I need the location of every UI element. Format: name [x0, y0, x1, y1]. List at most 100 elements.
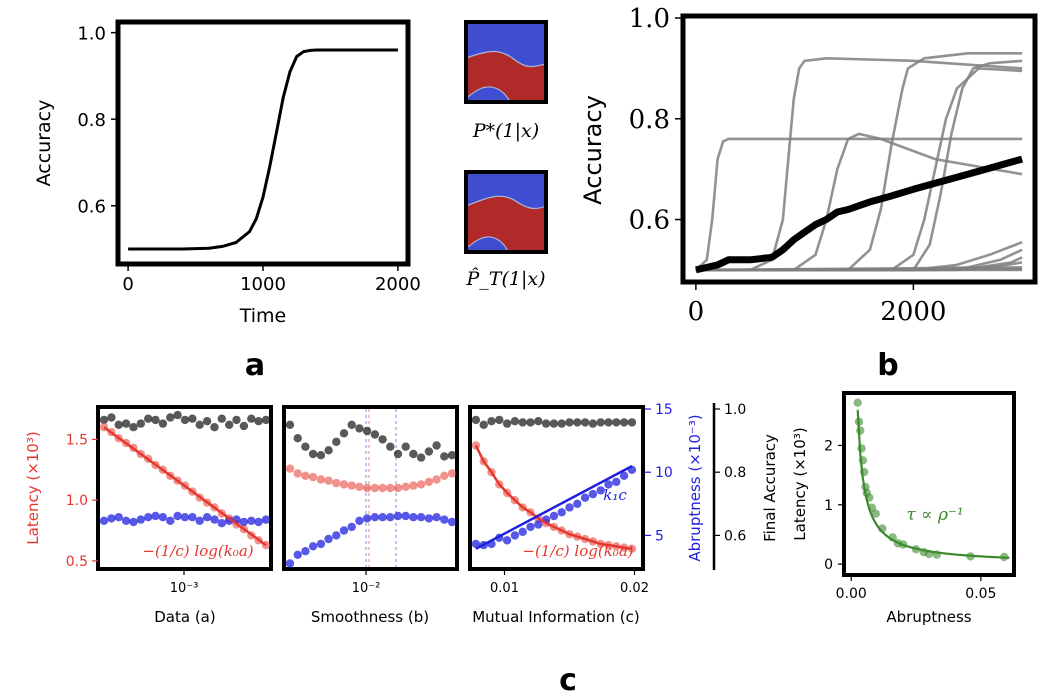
panel-c2-blue-point-11	[370, 513, 380, 522]
panel-c2-black-point-18	[424, 447, 434, 456]
panel-a-frame	[115, 19, 411, 267]
panel-b-mean-curve	[695, 155, 1024, 274]
panel-c2-red-point-12	[378, 483, 387, 493]
panel-c4-fit-label: τ ∝ ρ⁻¹	[906, 505, 964, 525]
panel-c1-black-point-22	[261, 415, 271, 425]
panel-c1-blue-point-22	[261, 515, 271, 524]
panel-c3-red-point-0	[471, 441, 481, 450]
panel-c2-black-point-20	[440, 452, 449, 461]
panel-c3-blue-point-15	[588, 489, 598, 499]
panel-c2-xtick-label: 10⁻²	[352, 581, 381, 596]
panel-b-ytick-label-1: 0.8	[629, 105, 670, 135]
panel-c3-right2-tick-label-0: 0.6	[724, 528, 746, 544]
panel-c1-black-point-4	[129, 423, 138, 432]
panel-c2-black-point-2	[301, 442, 310, 451]
panel-c3-xtick-label-1: 0.02	[620, 581, 649, 596]
panel-c1-black-point-20	[247, 414, 256, 423]
panel-c3-blue-point-0	[471, 539, 481, 549]
panel-c: 10⁻³0.51.01.510⁻² 0.01 0.02510150.60.81.00…	[24, 391, 1016, 698]
panel-c1-blue-point-20	[247, 516, 256, 525]
panel-c2-red-point-6	[332, 478, 341, 488]
panel-c3-black-point-13	[573, 418, 582, 427]
panel-c1-black-point-0	[99, 415, 109, 425]
panel-c1-blue-point-3	[121, 516, 131, 525]
panel-c1-blue-point-14	[202, 513, 212, 522]
panel-c2-blue-point-2	[301, 547, 310, 556]
panel-c2-red-point-15	[401, 482, 410, 491]
panel-c3-xlabel: Mutual Information (c)	[472, 608, 640, 626]
panel-c1-fit-line	[103, 426, 267, 547]
panel-c3-right1-tick-label-0: 5	[655, 528, 664, 544]
panel-a-ytick-label-2: 1.0	[77, 24, 106, 45]
panel-c3-right-label-2: Final Accuracy	[761, 434, 779, 542]
panel-c2-red-point-14	[393, 483, 403, 493]
panel-c1-blue-point-0	[99, 516, 109, 525]
panel-c2-red-point-8	[347, 481, 356, 490]
panel-b-run-4	[695, 59, 1023, 272]
panel-c2-blue-point-7	[339, 526, 349, 535]
heatmap-estimated: P̂_T(1|x)	[464, 170, 548, 290]
panel-c4-point-10	[871, 509, 880, 518]
panel-c2-black-point-15	[401, 442, 410, 451]
panel-c2-black-point-17	[416, 453, 426, 462]
panel-a-letter: a	[245, 348, 265, 383]
panel-c2-blue-point-17	[416, 513, 426, 522]
panel-c1-blue-point-16	[217, 519, 226, 528]
panel-a-xtick-label-2: 2000	[375, 274, 421, 295]
panel-c1-blue-point-6	[144, 513, 153, 522]
panel-c1-black-point-11	[180, 415, 190, 425]
panel-c4-frame	[842, 391, 1016, 577]
panel-c3-blue-point-18	[612, 477, 621, 487]
panel-c2-blue-point-15	[401, 511, 410, 521]
panel-b-run-1	[695, 56, 1023, 272]
panel-c2-red-point-2	[301, 471, 310, 480]
panel-c1-black-point-1	[107, 413, 116, 422]
panel-c2-blue-point-10	[362, 514, 372, 523]
panel-b-run-5	[695, 67, 1023, 272]
panel-c3-blue-point-6	[518, 527, 527, 536]
panel-c3-right2-tick-label-1: 0.8	[724, 465, 746, 481]
panel-c2-red-point-5	[324, 476, 333, 485]
panel-c1-blue-point-7	[151, 511, 160, 521]
panel-c1-black-point-6	[144, 414, 153, 423]
panel-c3-blue-point-16	[596, 486, 605, 495]
panel-b-ytick-label-2: 1.0	[629, 4, 670, 34]
panel-c2-black-point-19	[432, 441, 441, 450]
panel-c4-ytick-label-2: 2	[824, 438, 833, 454]
panel-a-xtick-label-1: 1000	[240, 274, 286, 295]
panel-c3-blue-point-7	[526, 522, 535, 532]
panel-c2-blue-point-4	[316, 539, 326, 549]
panel-c1-blue-point-13	[195, 516, 204, 525]
panel-a-ylabel: Accuracy	[33, 100, 55, 187]
panel-c2-red-point-16	[409, 481, 418, 490]
panel-c2-black-point-4	[316, 451, 326, 460]
panel-c3-right1-tick-label-2: 15	[655, 402, 673, 418]
panel-c2-black-point-16	[409, 449, 418, 459]
panel-c2-red-point-19	[432, 475, 441, 484]
panel-c2-black-point-8	[347, 420, 356, 429]
panel-c1-blue-point-2	[114, 513, 123, 522]
panel-c2-blue-point-3	[308, 542, 318, 551]
panel-c3-fit-label-blue: k₁c	[603, 486, 627, 504]
panel-c2-blue-point-14	[393, 511, 403, 521]
panel-c4-fit-curve	[856, 409, 1010, 559]
panel-c2-black-point-21	[447, 451, 457, 460]
heatmap-true-label: P*(1|x)	[472, 120, 539, 142]
panel-c1-blue-point-4	[129, 517, 138, 527]
panel-c3-black-point-16	[596, 418, 605, 427]
panel-c2-black-point-13	[386, 442, 395, 451]
heatmap-estimated-label: P̂_T(1|x)	[466, 268, 546, 290]
panel-c3-black-point-19	[619, 418, 629, 427]
panel-c3-black-point-14	[580, 418, 590, 427]
panel-c2-black-point-11	[370, 430, 380, 439]
panel-c3-right2-tick-label-2: 1.0	[724, 402, 746, 418]
panel-c1-black-point-13	[195, 420, 204, 429]
panel-a-xlabel: Time	[239, 305, 287, 327]
panel-c3-fit-label-red: −(1/c) log(k₀a)	[522, 542, 633, 560]
panel-c2-black-point-6	[332, 437, 341, 446]
panel-c1-ytick-label-0: 0.5	[66, 554, 88, 570]
panel-c3-black-point-12	[565, 418, 574, 427]
panel-c1-black-point-19	[239, 421, 249, 431]
panel-c3-black-point-3	[495, 415, 504, 425]
panel-c1-blue-point-10	[173, 511, 182, 521]
